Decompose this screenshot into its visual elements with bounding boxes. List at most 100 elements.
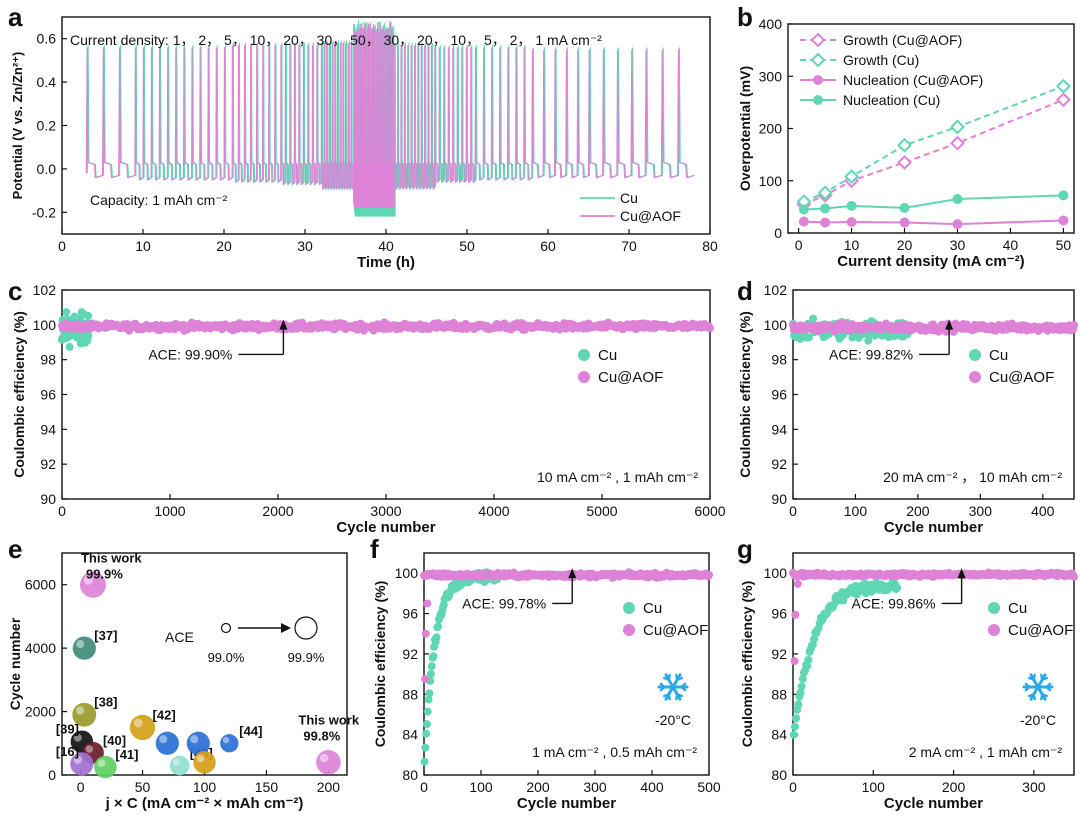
- data-point: [899, 217, 910, 228]
- ace-legend-title: ACE: [165, 629, 194, 645]
- ace-legend-large-circle: [294, 616, 318, 640]
- x-axis-title: Cycle number: [884, 795, 983, 812]
- x-axis-title: Cycle number: [336, 519, 435, 536]
- y-tick-label: 92: [40, 456, 56, 472]
- ace-arrow-head: [945, 319, 954, 330]
- y-tick-label: 96: [40, 387, 56, 403]
- legend-label: Cu: [598, 347, 617, 364]
- bubble-label: [16]: [56, 744, 79, 759]
- snowflake-arm: [1029, 685, 1040, 701]
- legend-marker-cu: [969, 349, 981, 361]
- data-point-cu: [422, 729, 431, 738]
- data-point-cu: [425, 689, 434, 698]
- bubble-highlight: [172, 758, 180, 766]
- bubble-sublabel: 99.9%: [86, 567, 123, 582]
- y-tick-label: 200: [759, 121, 783, 137]
- x-tick-label: 300: [969, 503, 993, 519]
- x-tick-label: 0: [77, 779, 85, 795]
- bubble-highlight: [75, 706, 85, 715]
- bubble-highlight: [222, 736, 230, 744]
- bubble-label: [40]: [103, 733, 126, 748]
- x-axis-title: Cycle number: [884, 519, 983, 536]
- data-point: [897, 155, 912, 170]
- y-axis-title: Coulombic efficiency (%): [372, 581, 388, 747]
- series-line: [803, 85, 1064, 203]
- bubble-highlight: [85, 745, 93, 753]
- ace-arrow-head: [568, 568, 577, 579]
- snowflake-branch: [1045, 685, 1052, 692]
- panel-b-overpotential: 0 10 20 30 40 50 0 100 200 300 400 Current density …: [737, 16, 1075, 270]
- test-condition: 1 mA cm⁻² , 0.5 mAh cm⁻²: [532, 744, 697, 760]
- panel-a-voltage-profile: 0 10 20 30 40 50 60 70 80 -0.2 0.0 0.2 0.4 0.6 Time (h…: [10, 16, 718, 271]
- data-point: [897, 137, 912, 153]
- legend-marker: [810, 52, 826, 68]
- bubble-highlight: [76, 640, 85, 649]
- legend-label: Cu@AOF: [643, 622, 708, 639]
- ace-label: ACE: 99.90%: [148, 346, 232, 362]
- y-tick-label: 90: [40, 491, 56, 507]
- snowflake-branch: [1024, 682, 1031, 689]
- chart-title: Current density: 1， 2， 5， 10， 20， 30， 50…: [70, 32, 602, 48]
- x-tick-label: 200: [906, 503, 930, 519]
- series-line: [803, 219, 1064, 226]
- snowflake-branch: [659, 682, 666, 689]
- data-point: [1055, 78, 1071, 94]
- data-point: [65, 342, 74, 351]
- data-point-cu: [804, 655, 813, 664]
- panel-label-e: e: [8, 534, 22, 564]
- x-tick-label: 100: [844, 503, 868, 519]
- snowflake-arm: [1029, 673, 1040, 689]
- ace-label: ACE: 99.78%: [462, 595, 546, 611]
- data-point: [706, 324, 714, 333]
- data-point: [705, 570, 713, 579]
- data-point: [62, 308, 71, 317]
- y-axis-title: Coulombic efficiency (%): [11, 311, 27, 477]
- y-tick-label: 80: [402, 767, 418, 783]
- bubble-highlight: [159, 735, 168, 744]
- ace-label: ACE: 99.86%: [852, 595, 936, 611]
- bubble: [79, 571, 106, 598]
- legend-label: Cu: [643, 600, 662, 617]
- data-point-cu: [796, 688, 805, 697]
- data-point-cu: [424, 695, 433, 704]
- x-tick-label: 50: [459, 238, 475, 254]
- bubble-label: [41]: [115, 747, 138, 762]
- bubble: [72, 636, 96, 660]
- y-tick-label: 6000: [25, 577, 56, 593]
- y-tick-label: 102: [33, 282, 57, 298]
- y-tick-label: 88: [402, 686, 418, 702]
- bubble: [186, 731, 210, 755]
- x-tick-label: 200: [942, 779, 966, 795]
- x-tick-label: 5000: [586, 503, 617, 519]
- series-line: [803, 98, 1064, 206]
- data-point-aof-early: [791, 610, 800, 619]
- data-point-aof-early: [790, 657, 799, 666]
- data-point: [798, 216, 809, 227]
- capacity-annotation: Capacity: 1 mAh cm⁻²: [90, 192, 228, 208]
- legend-marker-cu: [578, 349, 590, 361]
- x-tick-label: 50: [135, 779, 151, 795]
- y-tick-label: 94: [40, 421, 56, 437]
- y-tick-label: 2000: [25, 704, 56, 720]
- snowflake-branch: [676, 676, 684, 681]
- x-axis-title: Cycle number: [517, 795, 616, 812]
- ace-legend-arrow-head: [281, 623, 291, 633]
- y-tick-label: 100: [764, 317, 788, 333]
- x-tick-label: 4000: [478, 503, 509, 519]
- x-tick-label: 70: [621, 238, 637, 254]
- test-condition: 20 mA cm⁻² ， 10 mAh cm⁻²: [883, 469, 1062, 485]
- legend-label: Cu@AOF: [598, 369, 663, 386]
- data-point: [798, 204, 809, 215]
- x-tick-label: 0: [795, 237, 803, 253]
- data-point-cu: [789, 730, 798, 739]
- x-tick-label: 50: [1056, 237, 1072, 253]
- y-tick-label: 100: [33, 317, 57, 333]
- data-point-cu: [422, 720, 431, 729]
- data-point: [804, 333, 813, 342]
- legend-marker-cuaof: [578, 371, 590, 383]
- x-tick-label: 300: [1022, 779, 1046, 795]
- data-point: [952, 219, 963, 230]
- snowflake-arm: [671, 673, 682, 689]
- y-axis-title: Coulombic efficiency (%): [737, 311, 753, 477]
